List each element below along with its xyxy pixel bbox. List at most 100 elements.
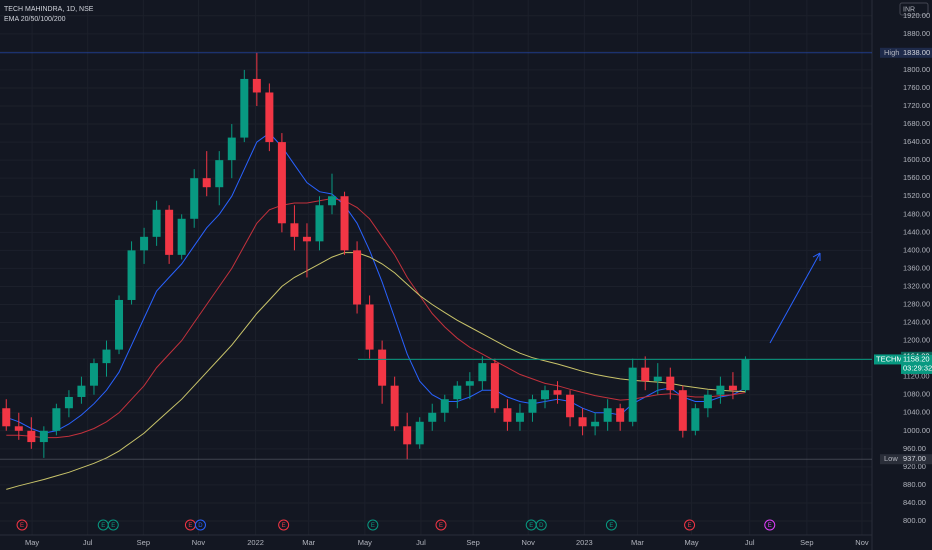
y-tick-label: 1320.00: [903, 281, 930, 290]
level-tag: [880, 454, 902, 465]
y-tick-label: 1480.00: [903, 209, 930, 218]
candle-body: [353, 250, 362, 305]
candle-body: [415, 421, 424, 445]
candle-body: [541, 390, 549, 400]
candle-body: [578, 417, 587, 427]
candle-body: [741, 359, 750, 391]
y-tick-label: 1520.00: [903, 191, 930, 200]
event-label: E: [768, 523, 772, 529]
event-label: E: [282, 523, 286, 529]
level-price-box: [902, 47, 932, 58]
x-tick-label: Sep: [466, 538, 479, 547]
trend-arrow-head: [812, 252, 821, 261]
x-tick-label: Mar: [302, 538, 315, 547]
y-tick-label: 1280.00: [903, 299, 930, 308]
y-tick-label: 1680.00: [903, 119, 930, 128]
candle-body: [603, 408, 612, 422]
candle-body: [403, 426, 412, 445]
candle-body: [290, 223, 299, 237]
event-label: E: [688, 523, 692, 529]
event-icon: [535, 519, 547, 531]
candle-body: [165, 209, 174, 255]
candle-body: [453, 385, 462, 400]
candle-body: [102, 349, 111, 364]
candle-body: [215, 160, 224, 188]
candle-body: [152, 209, 161, 237]
x-tick-label: Jul: [745, 538, 755, 547]
y-tick-label: 1800.00: [903, 65, 930, 74]
event-icon: [764, 519, 776, 531]
y-tick-label: 920.00: [903, 462, 926, 471]
x-tick-label: Nov: [192, 538, 206, 547]
event-label: E: [188, 523, 192, 529]
event-icon: [278, 519, 290, 531]
y-tick-label: 1440.00: [903, 227, 930, 236]
event-icon: [684, 519, 696, 531]
candle-body: [27, 430, 36, 443]
candle-body: [378, 349, 387, 386]
x-tick-label: Nov: [855, 538, 869, 547]
candle-body: [653, 376, 662, 382]
y-tick-label: 1400.00: [903, 245, 930, 254]
y-tick-label: 960.00: [903, 444, 926, 453]
y-tick-label: 1880.00: [903, 29, 930, 38]
candle-body: [591, 421, 600, 427]
y-tick-label: 1760.00: [903, 83, 930, 92]
level-price-box: [902, 454, 932, 465]
candle-body: [77, 385, 86, 397]
x-tick-label: 2023: [576, 538, 593, 547]
y-tick-label: 1600.00: [903, 155, 930, 164]
y-tick-label: 800.00: [903, 516, 926, 525]
chart-title: TECH MAHINDRA, 1D, NSE: [4, 6, 94, 13]
event-icon: [435, 519, 447, 531]
event-label: D: [539, 523, 544, 529]
candle-body: [127, 250, 136, 300]
candle-body: [528, 399, 537, 413]
event-icon: [107, 519, 119, 531]
candle-body: [678, 390, 687, 431]
countdown: 03:29:32: [903, 363, 932, 372]
x-tick-label: Jul: [416, 538, 426, 547]
event-icon: [16, 519, 28, 531]
candle-body: [641, 367, 650, 382]
y-tick-label: 1200.00: [903, 336, 930, 345]
event-label: E: [101, 523, 105, 529]
last-price-box: [901, 354, 932, 374]
x-tick-label: Mar: [631, 538, 644, 547]
symbol-tag: [874, 354, 901, 365]
trend-arrow: [769, 252, 821, 344]
candle-body: [616, 408, 625, 422]
x-tick-label: Sep: [800, 538, 813, 547]
candle-body: [265, 92, 274, 143]
candle-body: [227, 137, 236, 161]
event-label: D: [198, 523, 203, 529]
y-tick-label: 1720.00: [903, 101, 930, 110]
candle-body: [315, 205, 324, 242]
candle-body: [365, 304, 374, 350]
y-tick-label: 880.00: [903, 480, 926, 489]
candle-body: [691, 408, 700, 431]
x-tick-label: May: [685, 538, 699, 547]
event-icon: [367, 519, 379, 531]
candle-body: [89, 363, 98, 386]
candle-body: [490, 363, 499, 409]
x-tick-label: Jul: [83, 538, 93, 547]
candle-body: [277, 142, 286, 224]
x-tick-label: 2022: [247, 538, 264, 547]
level-name: High: [884, 48, 899, 57]
candle-body: [465, 381, 474, 386]
y-tick-label: 1080.00: [903, 390, 930, 399]
candle-body: [428, 412, 437, 422]
x-tick-label: May: [25, 538, 39, 547]
candle-body: [553, 390, 562, 395]
candle-body: [52, 408, 61, 431]
candle-body: [478, 363, 487, 382]
candle-body: [252, 78, 261, 93]
y-tick-label: 1240.00: [903, 318, 930, 327]
candle-body: [515, 412, 524, 422]
currency-box[interactable]: [899, 2, 929, 16]
candle-body: [628, 367, 637, 422]
candle-body: [716, 385, 725, 395]
